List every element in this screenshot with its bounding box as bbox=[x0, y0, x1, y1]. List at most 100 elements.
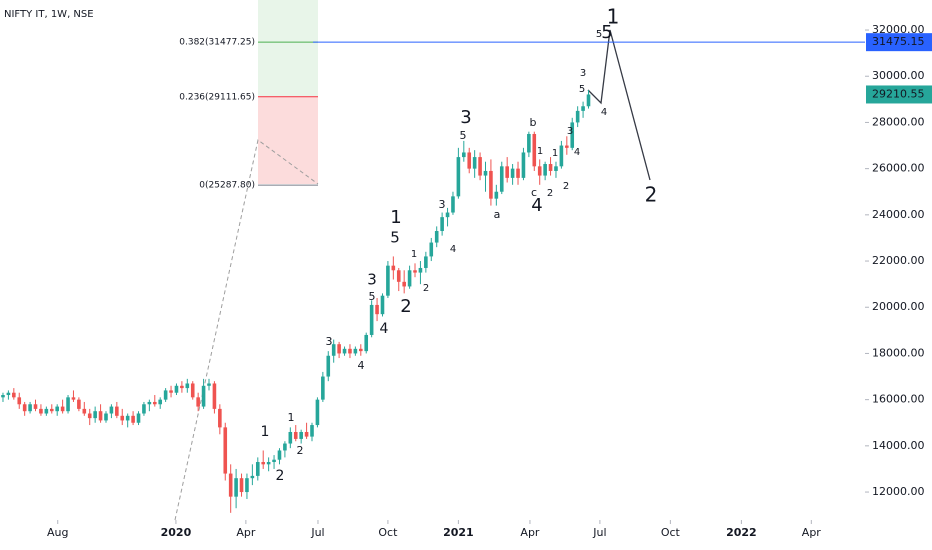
candle-body bbox=[28, 404, 32, 412]
candle-body bbox=[581, 106, 585, 111]
candle-body bbox=[49, 408, 54, 412]
wave-label: 3 bbox=[326, 335, 333, 348]
candle-body bbox=[109, 406, 114, 414]
candle-body bbox=[120, 415, 125, 421]
candle-body bbox=[478, 157, 482, 176]
candle-body bbox=[272, 459, 276, 463]
y-tick-label: 26000.00 bbox=[872, 162, 925, 175]
x-tick-label: 2022 bbox=[726, 526, 757, 539]
wave-label: 4 bbox=[380, 321, 389, 337]
candle-body bbox=[185, 383, 190, 389]
candle-body bbox=[559, 145, 564, 167]
candle-body bbox=[1, 395, 5, 398]
candle-body bbox=[6, 392, 11, 396]
candle-body bbox=[548, 164, 553, 171]
candle-body bbox=[331, 344, 336, 356]
candle-body bbox=[429, 242, 434, 257]
candle-body bbox=[228, 473, 233, 497]
candle-body bbox=[201, 385, 206, 407]
candle-body bbox=[125, 415, 130, 421]
wave-label: 2 bbox=[563, 181, 569, 192]
wave-label: 1 bbox=[261, 424, 270, 440]
candle-body bbox=[386, 265, 390, 296]
candle-body bbox=[142, 404, 146, 414]
candle-body bbox=[353, 348, 358, 354]
candle-body bbox=[163, 390, 168, 400]
candle-body bbox=[527, 133, 531, 153]
candle-body bbox=[510, 168, 515, 178]
chart-title: NIFTY IT, 1W, NSE bbox=[4, 9, 94, 20]
candle-body bbox=[375, 304, 379, 315]
x-tick-label: 2020 bbox=[161, 526, 192, 539]
wave-label: 3 bbox=[580, 68, 586, 79]
candle-body bbox=[283, 443, 287, 451]
candle-body bbox=[310, 425, 314, 437]
candle-body bbox=[169, 390, 173, 393]
price-tag bbox=[866, 85, 932, 104]
candle-body bbox=[407, 270, 412, 287]
candle-body bbox=[532, 133, 537, 167]
candle-body bbox=[12, 392, 16, 398]
candle-body bbox=[33, 404, 38, 409]
price-tag-label: 31475.15 bbox=[872, 35, 925, 48]
candle-body bbox=[22, 404, 27, 412]
candle-body bbox=[369, 304, 374, 335]
x-tick-label: Apr bbox=[520, 526, 540, 539]
candle-body bbox=[516, 168, 520, 178]
candle-body bbox=[315, 399, 320, 426]
y-tick-label: 20000.00 bbox=[872, 300, 925, 313]
y-tick-label: 16000.00 bbox=[872, 393, 925, 406]
wave-label: c bbox=[531, 186, 537, 199]
candle-body bbox=[304, 431, 309, 437]
candle-body bbox=[451, 196, 455, 213]
wave-label: 1 bbox=[411, 249, 417, 260]
wave-label: 2 bbox=[297, 444, 304, 457]
candle-body bbox=[255, 462, 260, 476]
x-tick-label: Apr bbox=[802, 526, 822, 539]
candle-body bbox=[180, 385, 184, 389]
wave-label: 1 bbox=[537, 146, 543, 157]
y-tick-label: 14000.00 bbox=[872, 439, 925, 452]
candle-body bbox=[158, 399, 163, 405]
fib-label: 0(25287.80) bbox=[199, 181, 255, 191]
wave-label: 3 bbox=[460, 107, 471, 128]
fib-label: 0.236(29111.65) bbox=[179, 92, 255, 102]
candle-body bbox=[575, 110, 580, 123]
y-tick-label: 22000.00 bbox=[872, 254, 925, 267]
candle-body bbox=[359, 348, 363, 352]
candle-body bbox=[380, 295, 385, 315]
candle-body bbox=[136, 413, 141, 423]
candle-body bbox=[521, 152, 526, 178]
candle-body bbox=[44, 408, 49, 414]
x-tick-label: Oct bbox=[661, 526, 681, 539]
wave-label: b bbox=[530, 116, 537, 129]
candle-body bbox=[440, 217, 444, 232]
candle-body bbox=[261, 462, 266, 465]
candle-body bbox=[364, 334, 369, 352]
candle-body bbox=[115, 406, 119, 416]
x-tick-label: Apr bbox=[236, 526, 256, 539]
candle-body bbox=[543, 164, 547, 176]
fib-trend-line bbox=[174, 139, 319, 521]
wave-label: 3 bbox=[567, 126, 573, 137]
candle-body bbox=[55, 406, 59, 412]
candle-body bbox=[472, 157, 477, 169]
wave-label: 2 bbox=[400, 296, 411, 317]
y-tick-label: 24000.00 bbox=[872, 208, 925, 221]
candle-body bbox=[39, 408, 43, 414]
wave-label: 2 bbox=[645, 183, 658, 207]
candle-body bbox=[326, 355, 331, 377]
candle-body bbox=[505, 166, 509, 178]
x-tick-label: Oct bbox=[378, 526, 398, 539]
candle-body bbox=[104, 413, 108, 421]
candle-body bbox=[239, 478, 244, 493]
candle-body bbox=[299, 431, 303, 439]
candle-body bbox=[494, 191, 499, 199]
y-tick-label: 30000.00 bbox=[872, 69, 925, 82]
wave-label: 5 bbox=[460, 129, 467, 142]
candle-body bbox=[445, 212, 450, 218]
wave-label: 2 bbox=[547, 188, 553, 199]
candle-body bbox=[245, 478, 249, 493]
candle-body bbox=[250, 475, 255, 479]
